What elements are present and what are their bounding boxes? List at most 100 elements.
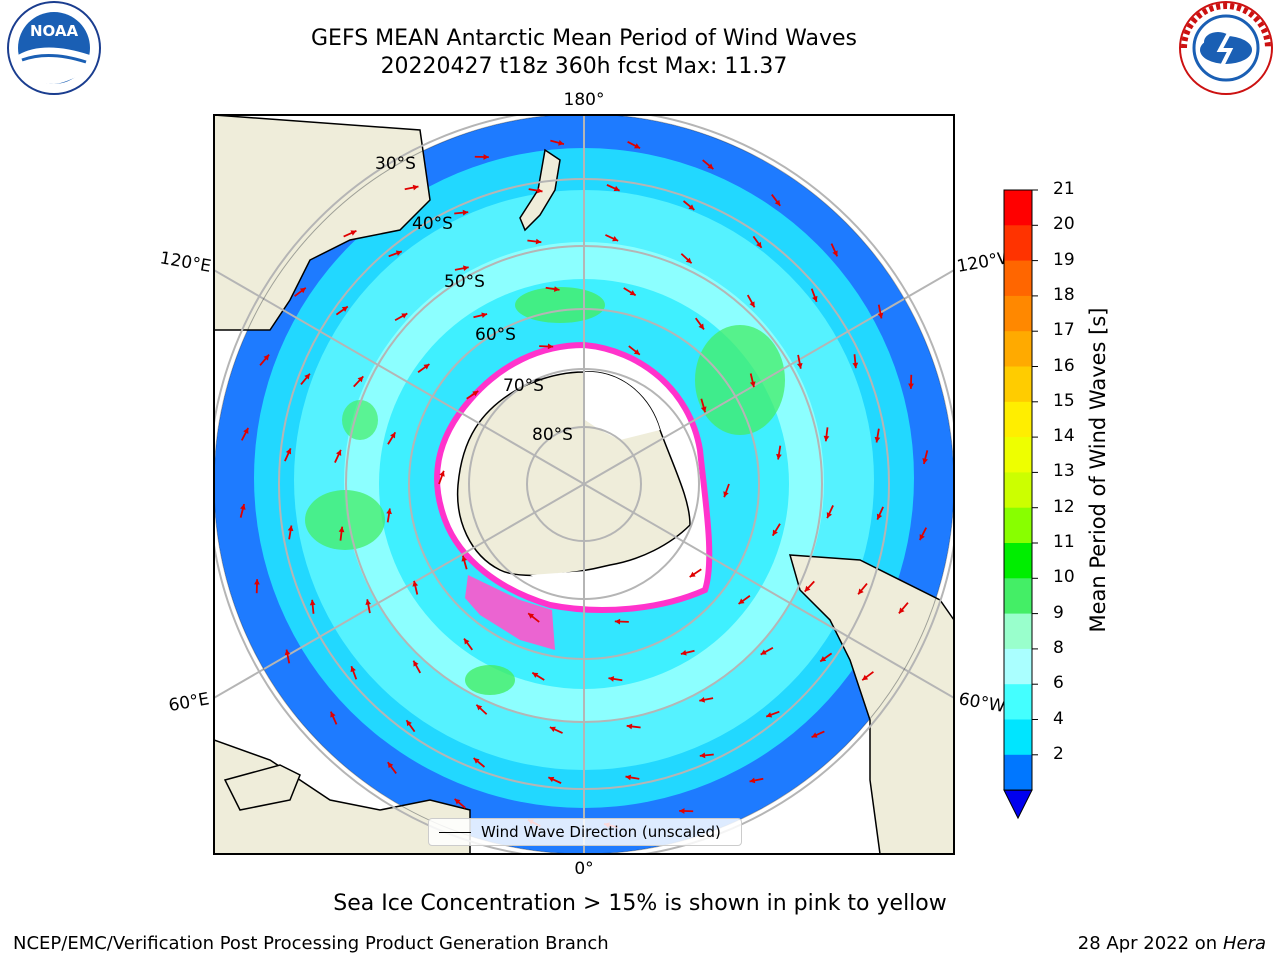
wind-arrow-head	[350, 230, 357, 236]
colorbar-segment	[1004, 331, 1032, 367]
wind-arrow-head	[336, 449, 342, 456]
noaa-logo: NOAA	[7, 1, 101, 95]
wind-arrow-head	[461, 555, 468, 562]
wind-arrow-head	[626, 723, 633, 730]
colorbar-tick-label: 18	[1053, 284, 1075, 305]
footer-machine: Hera	[1222, 933, 1266, 954]
wind-arrow-head	[680, 649, 687, 656]
lon-label-60e: 60°E	[167, 689, 211, 716]
wind-arrow-head	[756, 241, 762, 248]
wind-arrow-head	[341, 306, 348, 312]
wind-arrow-head	[454, 798, 461, 805]
wind-arrow-head	[738, 598, 745, 604]
lon-label-60w: 60°W	[957, 689, 1007, 717]
lon-label-180: 180°	[564, 90, 605, 110]
wind-arrow-head	[862, 674, 869, 681]
footer-credit: NCEP/EMC/Verification Post Processing Pr…	[13, 933, 609, 954]
wind-arrow-head	[877, 312, 884, 319]
wind-arrow-head	[634, 143, 641, 149]
wind-arrow-head	[612, 236, 619, 242]
wind-arrow-head	[812, 295, 818, 302]
wind-arrow-head	[908, 383, 914, 389]
wind-arrow-head	[473, 758, 480, 764]
wind-arrow-head	[633, 349, 640, 355]
wind-arrow-head	[285, 448, 292, 455]
wind-arrow-head	[350, 666, 356, 673]
colorbar-tick-label: 16	[1053, 355, 1075, 376]
colorbar-frame	[1003, 189, 1033, 791]
legend-label: Wind Wave Direction (unscaled)	[481, 823, 721, 841]
wind-arrow-head	[401, 313, 408, 319]
wind-arrow-head	[483, 154, 489, 160]
colorbar-segment	[1004, 401, 1032, 438]
wind-arrow-head	[688, 204, 695, 210]
nws-logo	[1179, 1, 1273, 95]
wind-arrow-head	[287, 525, 294, 532]
wind-arrow-head	[528, 613, 535, 619]
wind-arrow-head	[820, 656, 827, 662]
map-frame	[213, 114, 955, 855]
wind-arrow-head	[390, 432, 396, 439]
wind-arrow-head	[284, 649, 291, 656]
wind-arrow-head	[549, 726, 556, 732]
wave-period-patch	[305, 490, 385, 550]
wind-arrow-head	[464, 638, 470, 645]
colorbar-tick-label: 19	[1053, 249, 1075, 270]
wind-arrow-head	[439, 470, 445, 477]
wind-arrow-head	[304, 373, 310, 380]
wind-arrow-head	[774, 199, 781, 206]
colorbar-tick-label: 13	[1053, 461, 1075, 482]
wind-arrow-head	[263, 354, 270, 361]
colorbar-segment	[1004, 719, 1032, 756]
lat-label-80s: 80°S	[532, 425, 573, 445]
colorbar-tick-label: 4	[1053, 708, 1064, 729]
wind-arrow-head	[243, 427, 249, 434]
wind-arrow-head	[309, 599, 316, 606]
colorbar-segment	[1004, 613, 1032, 650]
colorbar-tick-label: 8	[1053, 637, 1064, 658]
wave-period-patch	[465, 665, 515, 695]
wind-arrow-head	[532, 672, 539, 678]
colorbar-tick-label: 17	[1053, 320, 1075, 341]
wind-arrow-head	[357, 376, 364, 383]
colorbar-tick-label: 6	[1053, 673, 1064, 694]
wind-arrow-head	[386, 508, 392, 515]
wind-arrow-head	[874, 436, 881, 443]
wind-arrow-head	[826, 512, 832, 519]
wave-period-patch	[342, 400, 378, 440]
wave-period-patch	[515, 287, 605, 323]
wind-arrow-head	[536, 187, 543, 194]
wind-arrow-head	[330, 711, 336, 718]
wind-arrow-head	[776, 453, 782, 460]
wind-arrow-head	[548, 776, 555, 783]
wind-arrow-head	[698, 323, 704, 330]
wind-arrow-head	[723, 491, 729, 498]
wind-arrow-head	[535, 238, 542, 245]
colorbar-segment	[1004, 754, 1032, 791]
wind-arrow-head	[804, 585, 811, 592]
wind-arrow-head	[387, 762, 394, 769]
wind-arrow-head	[614, 618, 621, 625]
wind-arrow-head	[406, 720, 412, 727]
graticule	[214, 115, 954, 854]
lat-label-40s: 40°S	[412, 214, 453, 234]
colorbar-tick-label: 12	[1053, 496, 1075, 517]
wind-arrow-head	[412, 580, 419, 587]
colorbar-segment	[1004, 437, 1032, 473]
colorbar-segment	[1004, 543, 1032, 579]
colorbar-segment	[1004, 295, 1032, 332]
wind-arrow-head	[811, 732, 818, 738]
colorbar-segment	[1004, 472, 1032, 509]
colorbar-label: Mean Period of Wind Waves [s]	[1086, 307, 1110, 633]
wind-arrow-head	[772, 529, 778, 536]
wind-arrow-head	[699, 752, 706, 759]
wind-arrow-head	[299, 287, 306, 294]
wind-arrow-head	[749, 777, 756, 784]
wind-arrow-head	[898, 607, 905, 614]
wind-arrow-head	[625, 774, 632, 781]
wind-arrow-head	[553, 286, 560, 292]
wind-arrow-head	[876, 513, 883, 520]
wind-arrow-head	[679, 808, 685, 814]
wind-arrow-head	[922, 458, 928, 464]
lon-label-0: 0°	[574, 859, 593, 879]
